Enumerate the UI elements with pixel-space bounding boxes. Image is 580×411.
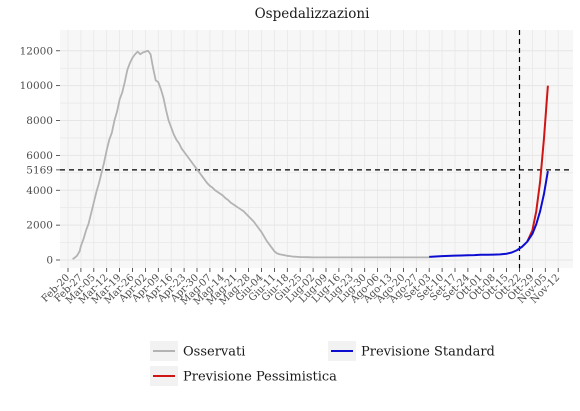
y-tick-label: 10000 — [20, 80, 53, 92]
x-axis: Feb-20Feb-27Mar-05Mar-12Mar-19Mar-26Apr-… — [40, 268, 562, 307]
y-tick-label: 5169 — [26, 164, 53, 176]
chart-title: Ospedalizzazioni — [255, 6, 370, 22]
series-line-1 — [429, 170, 549, 258]
legend: Osservati Previsione Standard Previsione P… — [150, 341, 495, 386]
plot-panel — [60, 30, 573, 268]
grid — [60, 30, 573, 268]
series-group — [72, 49, 549, 260]
legend-label: Previsione Pessimistica — [183, 370, 337, 385]
legend-label: Previsione Standard — [361, 345, 495, 360]
y-tick-label: 6000 — [26, 150, 53, 162]
y-tick-label: 12000 — [20, 45, 53, 57]
legend-label: Osservati — [183, 345, 245, 360]
reference-lines — [60, 30, 573, 268]
y-tick-label: 0 — [46, 255, 53, 267]
series-line-2 — [526, 85, 549, 243]
y-tick-label: 4000 — [26, 185, 53, 197]
series-line-0 — [72, 49, 430, 260]
y-axis: 0 2000 4000 5169 6000 8000 10000 12000 — [20, 45, 60, 267]
y-tick-label: 8000 — [26, 115, 53, 127]
y-tick-label: 2000 — [26, 220, 53, 232]
